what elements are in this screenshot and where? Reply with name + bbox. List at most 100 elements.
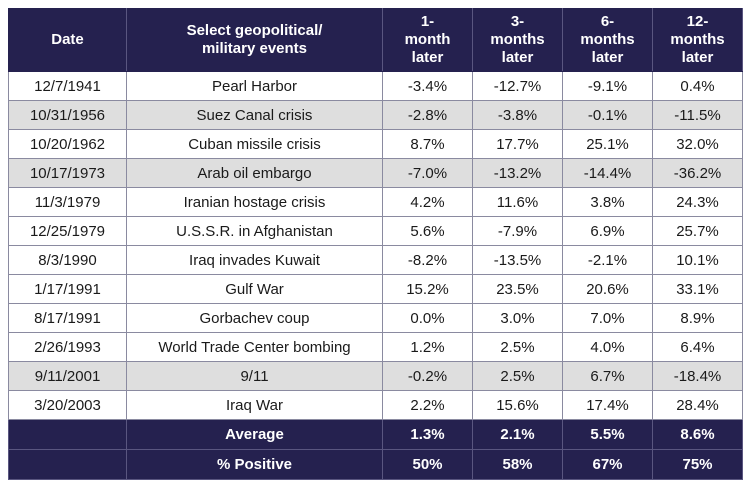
month-6-cell: 20.6% [562,274,653,304]
event-cell: 9/11 [126,361,383,391]
date-cell: 10/31/1956 [8,100,127,130]
month-12-cell: -11.5% [652,100,743,130]
summary-blank-cell [8,449,127,480]
table-row: 12/7/1941 Pearl Harbor -3.4% -12.7% -9.1% 0.4… [8,71,743,101]
date-cell: 10/20/1962 [8,129,127,159]
header-6-months: 6- months later [562,8,653,72]
summary-label: Average [126,419,383,450]
month-1-cell: 1.2% [382,332,473,362]
month-3-cell: -13.2% [472,158,563,188]
month-3-cell: 23.5% [472,274,563,304]
summary-12-months: 75% [652,449,743,480]
date-cell: 10/17/1973 [8,158,127,188]
date-cell: 8/3/1990 [8,245,127,275]
table-row: 10/17/1973 Arab oil embargo -7.0% -13.2% -14… [8,158,743,188]
header-row: Date Select geopolitical/military events… [8,8,743,72]
summary-3-months: 58% [472,449,563,480]
month-1-cell: 15.2% [382,274,473,304]
event-cell: U.S.S.R. in Afghanistan [126,216,383,246]
month-6-cell: -0.1% [562,100,653,130]
event-cell: Iraq invades Kuwait [126,245,383,275]
month-6-cell: 4.0% [562,332,653,362]
header-date: Date [8,8,127,72]
month-12-cell: -18.4% [652,361,743,391]
events-table-container: Date Select geopolitical/military events… [8,8,743,480]
month-6-cell: -9.1% [562,71,653,101]
month-12-cell: 10.1% [652,245,743,275]
month-6-cell: -14.4% [562,158,653,188]
summary-1-month: 1.3% [382,419,473,450]
month-1-cell: 2.2% [382,390,473,420]
month-12-cell: 6.4% [652,332,743,362]
header-12-months: 12- months later [652,8,743,72]
table-row: 11/3/1979 Iranian hostage crisis 4.2% 11.6%… [8,187,743,217]
table-row: 12/25/1979 U.S.S.R. in Afghanistan 5.6% -7.… [8,216,743,246]
date-cell: 12/7/1941 [8,71,127,101]
summary-blank-cell [8,419,127,450]
summary-label: % Positive [126,449,383,480]
date-cell: 8/17/1991 [8,303,127,333]
table-row: 2/26/1993 World Trade Center bombing 1.2% 2… [8,332,743,362]
table-row: 8/3/1990 Iraq invades Kuwait -8.2% -13.5% -2… [8,245,743,275]
month-12-cell: 25.7% [652,216,743,246]
date-cell: 3/20/2003 [8,390,127,420]
month-6-cell: 3.8% [562,187,653,217]
summary-6-months: 67% [562,449,653,480]
date-cell: 12/25/1979 [8,216,127,246]
event-cell: World Trade Center bombing [126,332,383,362]
month-3-cell: 2.5% [472,361,563,391]
summary-row: Average 1.3% 2.1% 5.5% 8.6% [8,419,743,450]
month-6-cell: 6.9% [562,216,653,246]
date-cell: 2/26/1993 [8,332,127,362]
month-1-cell: -3.4% [382,71,473,101]
month-3-cell: 2.5% [472,332,563,362]
month-12-cell: 24.3% [652,187,743,217]
table-row: 3/20/2003 Iraq War 2.2% 15.6% 17.4% 28.4% [8,390,743,420]
month-6-cell: 6.7% [562,361,653,391]
month-3-cell: -7.9% [472,216,563,246]
table-row: 1/17/1991 Gulf War 15.2% 23.5% 20.6% 33.1% [8,274,743,304]
month-1-cell: 0.0% [382,303,473,333]
month-12-cell: 8.9% [652,303,743,333]
month-3-cell: 11.6% [472,187,563,217]
event-cell: Cuban missile crisis [126,129,383,159]
month-12-cell: 0.4% [652,71,743,101]
summary-3-months: 2.1% [472,419,563,450]
month-6-cell: 7.0% [562,303,653,333]
event-cell: Gorbachev coup [126,303,383,333]
month-3-cell: -12.7% [472,71,563,101]
month-3-cell: -13.5% [472,245,563,275]
summary-6-months: 5.5% [562,419,653,450]
month-12-cell: 32.0% [652,129,743,159]
event-cell: Suez Canal crisis [126,100,383,130]
header-1-month: 1- month later [382,8,473,72]
month-1-cell: -0.2% [382,361,473,391]
table-row: 8/17/1991 Gorbachev coup 0.0% 3.0% 7.0% 8.9% [8,303,743,333]
event-cell: Arab oil embargo [126,158,383,188]
date-cell: 9/11/2001 [8,361,127,391]
month-6-cell: 17.4% [562,390,653,420]
table-row: 9/11/2001 9/11 -0.2% 2.5% 6.7% -18.4% [8,361,743,391]
event-cell: Iranian hostage crisis [126,187,383,217]
header-event: Select geopolitical/military events [126,8,383,72]
month-3-cell: -3.8% [472,100,563,130]
event-cell: Gulf War [126,274,383,304]
summary-1-month: 50% [382,449,473,480]
month-3-cell: 15.6% [472,390,563,420]
event-cell: Pearl Harbor [126,71,383,101]
table-row: 10/31/1956 Suez Canal crisis -2.8% -3.8% -0.… [8,100,743,130]
date-cell: 11/3/1979 [8,187,127,217]
month-12-cell: 33.1% [652,274,743,304]
date-cell: 1/17/1991 [8,274,127,304]
month-6-cell: -2.1% [562,245,653,275]
summary-12-months: 8.6% [652,419,743,450]
header-3-months: 3- months later [472,8,563,72]
geopolitical-events-table: Date Select geopolitical/military events… [8,8,743,480]
month-12-cell: -36.2% [652,158,743,188]
month-12-cell: 28.4% [652,390,743,420]
month-1-cell: -8.2% [382,245,473,275]
month-1-cell: -7.0% [382,158,473,188]
month-1-cell: 5.6% [382,216,473,246]
month-3-cell: 17.7% [472,129,563,159]
table-row: 10/20/1962 Cuban missile crisis 8.7% 17.7% 2… [8,129,743,159]
